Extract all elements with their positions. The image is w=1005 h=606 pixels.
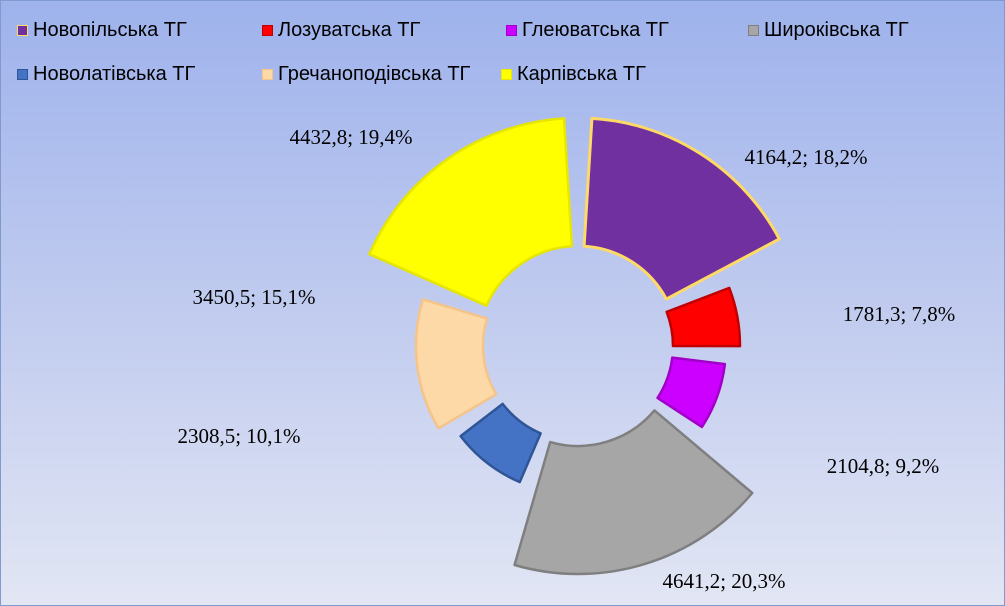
legend-label: Новопільська ТГ [33, 19, 187, 41]
data-label-1: 1781,3; 7,8% [843, 302, 956, 326]
legend-swatch [262, 69, 273, 80]
legend-item-novopilska: Новопільська ТГ [17, 19, 187, 42]
slice-6 [368, 117, 574, 307]
legend-item-hrechanopodivska: Гречаноподівська ТГ [262, 63, 470, 86]
legend-swatch [17, 69, 28, 80]
slice-0 [582, 116, 781, 301]
legend-swatch [17, 25, 28, 36]
legend-item-karpivska: Карпівська ТГ [501, 63, 646, 86]
legend-label: Карпівська ТГ [517, 63, 646, 85]
data-label-5: 3450,5; 15,1% [192, 285, 315, 309]
legend-label: Гречаноподівська ТГ [278, 63, 471, 85]
data-label-4: 2308,5; 10,1% [177, 424, 300, 448]
legend: Новопільська ТГ Лозуватська ТГ Глеюватсь… [1, 1, 1004, 101]
legend-swatch [506, 25, 517, 36]
legend-item-novolativska: Новолатівська ТГ [17, 63, 195, 86]
legend-swatch [748, 25, 759, 36]
slice-3 [513, 409, 754, 576]
slice-4 [459, 402, 542, 484]
legend-item-shyrokivska: Широківська ТГ [748, 19, 909, 42]
legend-label: Новолатівська ТГ [33, 63, 196, 85]
data-label-3: 4641,2; 20,3% [662, 569, 785, 593]
legend-item-lozuvatska: Лозуватська ТГ [262, 19, 420, 42]
legend-swatch [501, 69, 512, 80]
slice-1 [665, 286, 742, 348]
legend-label: Широківська ТГ [764, 19, 909, 41]
legend-swatch [262, 25, 273, 36]
legend-label: Лозуватська ТГ [278, 19, 421, 41]
data-label-0: 4164,2; 18,2% [744, 145, 867, 169]
slice-2 [656, 356, 727, 429]
legend-item-hleiuvatska: Глеюватська ТГ [506, 19, 669, 42]
slice-5 [414, 298, 498, 430]
legend-label: Глеюватська ТГ [522, 19, 669, 41]
data-label-2: 2104,8; 9,2% [827, 454, 940, 478]
data-label-6: 4432,8; 19,4% [289, 125, 412, 149]
